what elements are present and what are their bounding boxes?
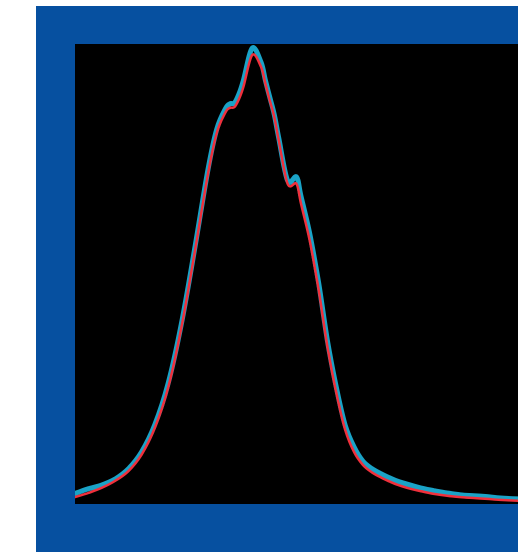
spectrum-chart	[75, 45, 518, 503]
measured-series-line	[75, 45, 518, 502]
fit-series-line	[75, 53, 518, 503]
plot-area	[75, 44, 518, 504]
